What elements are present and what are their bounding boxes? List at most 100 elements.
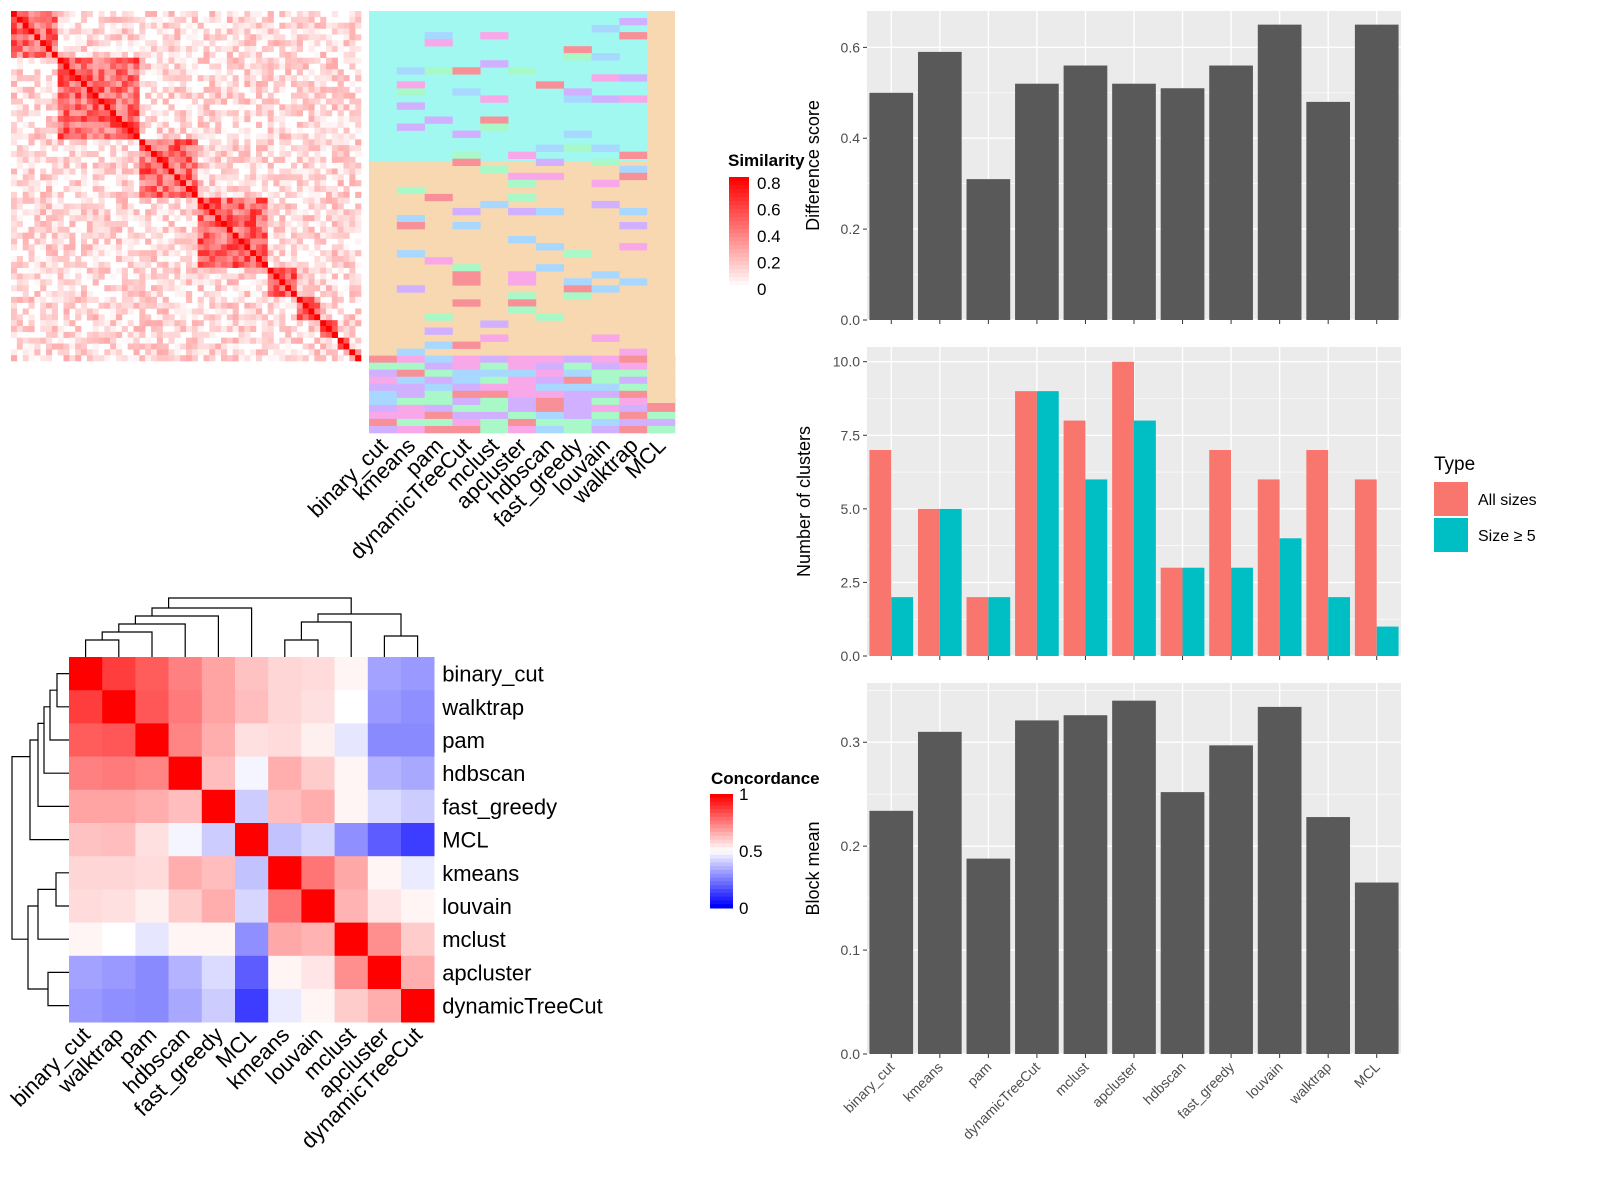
concordance-cell: [334, 955, 369, 990]
similarity-cell: [75, 92, 82, 99]
similarity-cell: [127, 86, 134, 93]
similarity-cell: [121, 28, 128, 35]
similarity-cell: [116, 162, 123, 169]
similarity-cell: [174, 203, 181, 210]
similarity-cell: [51, 221, 58, 228]
similarity-cell: [267, 34, 274, 41]
similarity-cell: [326, 337, 333, 344]
similarity-cell: [174, 145, 181, 152]
similarity-cell: [221, 86, 228, 93]
similarity-cell: [168, 331, 175, 338]
similarity-cell: [320, 133, 327, 140]
similarity-cell: [209, 215, 216, 222]
similarity-cell: [186, 244, 193, 251]
dendrogram-branch: [11, 756, 30, 940]
similarity-cell: [203, 203, 210, 210]
dendrogram-branch: [134, 615, 219, 657]
similarity-cell: [238, 291, 245, 298]
similarity-cell: [244, 232, 251, 239]
type-legend-title: Type: [1434, 454, 1475, 475]
similarity-cell: [244, 174, 251, 181]
concordance-cell: [235, 856, 269, 890]
legend-gradient-step: [710, 828, 733, 833]
similarity-cell: [349, 22, 356, 29]
similarity-cell: [92, 226, 99, 233]
similarity-cell: [81, 203, 88, 210]
similarity-cell: [191, 261, 198, 268]
similarity-cell: [296, 232, 303, 239]
similarity-cell: [232, 133, 239, 140]
similarity-cell: [145, 273, 152, 280]
similarity-cell: [22, 151, 29, 158]
similarity-cell: [151, 343, 158, 350]
similarity-cell: [250, 273, 257, 280]
similarity-cell: [139, 343, 146, 350]
similarity-cell: [69, 285, 76, 292]
similarity-cell: [191, 343, 198, 350]
similarity-cell: [69, 151, 76, 158]
similarity-cell: [191, 180, 198, 187]
similarity-cell: [238, 285, 245, 292]
similarity-cell: [244, 261, 251, 268]
similarity-cell: [180, 285, 187, 292]
similarity-cell: [116, 197, 123, 204]
similarity-cell: [302, 209, 309, 216]
cluster-cell: [619, 425, 648, 434]
similarity-cell: [151, 349, 158, 356]
similarity-cell: [296, 186, 303, 193]
similarity-cell: [86, 127, 93, 134]
similarity-cell: [22, 291, 29, 298]
cluster-cell: [563, 144, 592, 152]
similarity-cell: [302, 308, 309, 315]
similarity-cell: [16, 337, 23, 344]
similarity-cell: [285, 75, 292, 82]
similarity-cell: [308, 46, 315, 53]
similarity-cell: [28, 11, 35, 18]
similarity-cell: [156, 308, 163, 315]
similarity-cell: [51, 51, 58, 58]
similarity-cell: [261, 34, 268, 41]
similarity-cell: [320, 273, 327, 280]
concordance-cell: [401, 657, 435, 691]
similarity-cell: [215, 156, 222, 163]
similarity-cell: [337, 116, 344, 123]
cluster-cell: [480, 383, 509, 392]
cluster-cell: [563, 46, 592, 54]
cluster-cell: [619, 418, 648, 427]
similarity-cell: [331, 302, 338, 309]
similarity-cell: [75, 308, 82, 315]
similarity-cell: [291, 261, 298, 268]
similarity-cell: [145, 221, 152, 228]
similarity-cell: [168, 34, 175, 41]
similarity-cell: [337, 110, 344, 117]
similarity-cell: [320, 349, 327, 356]
similarity-cell: [355, 238, 362, 245]
similarity-cell: [133, 291, 140, 298]
similarity-cell: [174, 320, 181, 327]
similarity-cell: [291, 215, 298, 222]
cluster-cell: [369, 404, 398, 413]
similarity-cell: [63, 34, 70, 41]
cluster-cell: [535, 411, 565, 420]
similarity-cell: [314, 174, 321, 181]
similarity-cell: [28, 191, 35, 198]
similarity-cell: [186, 11, 193, 18]
similarity-cell: [273, 63, 280, 70]
similarity-cell: [104, 110, 111, 117]
similarity-cell: [174, 291, 181, 298]
similarity-cell: [86, 355, 93, 362]
similarity-cell: [226, 226, 233, 233]
similarity-cell: [46, 203, 53, 210]
similarity-cell: [139, 139, 146, 146]
similarity-cell: [34, 215, 41, 222]
similarity-cell: [238, 296, 245, 303]
similarity-cell: [86, 232, 93, 239]
similarity-cell: [156, 326, 163, 333]
similarity-cell: [355, 139, 362, 146]
similarity-cell: [186, 116, 193, 123]
similarity-cell: [22, 191, 29, 198]
similarity-cell: [69, 232, 76, 239]
similarity-cell: [302, 232, 309, 239]
similarity-cell: [133, 349, 140, 356]
